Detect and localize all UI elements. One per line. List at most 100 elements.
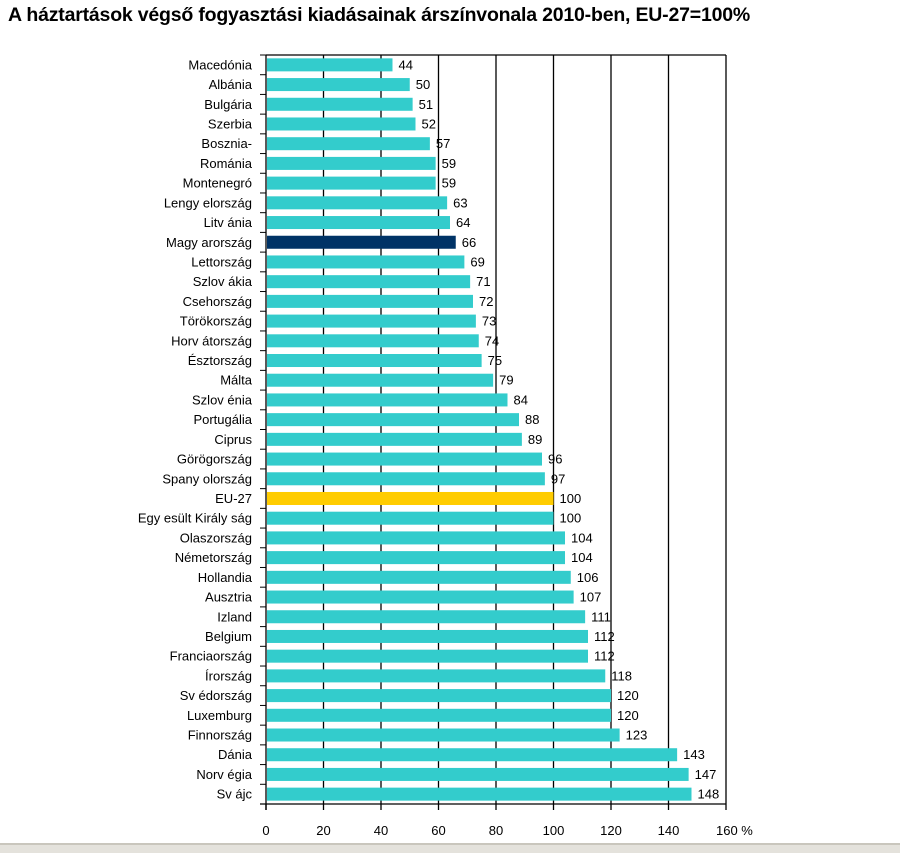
x-tick-label: 20 bbox=[316, 823, 330, 838]
value-label: 100 bbox=[560, 511, 582, 526]
category-label: Luxemburg bbox=[187, 708, 252, 723]
category-label: Szerbia bbox=[208, 116, 253, 131]
x-tick-label: 100 bbox=[543, 823, 565, 838]
bar bbox=[267, 176, 436, 190]
category-label: Törökország bbox=[180, 314, 252, 329]
bar bbox=[267, 216, 450, 230]
value-label: 120 bbox=[617, 688, 639, 703]
category-label: Norv égia bbox=[196, 767, 252, 782]
x-tick-label: 80 bbox=[489, 823, 503, 838]
x-tick-label: 60 bbox=[431, 823, 445, 838]
bar bbox=[267, 235, 456, 249]
bar bbox=[267, 413, 519, 427]
value-label: 44 bbox=[399, 57, 413, 72]
bar bbox=[267, 354, 482, 368]
bar bbox=[267, 294, 473, 308]
category-label: Szlov énia bbox=[192, 392, 253, 407]
category-label: Spany olország bbox=[162, 471, 252, 486]
bar bbox=[267, 97, 413, 111]
bar bbox=[267, 551, 565, 565]
value-label: 75 bbox=[488, 353, 502, 368]
bar bbox=[267, 255, 465, 269]
category-label: EU-27 bbox=[215, 491, 252, 506]
bar bbox=[267, 511, 554, 525]
category-label: Egy esült Király ság bbox=[138, 511, 252, 526]
value-label: 66 bbox=[462, 235, 476, 250]
value-label: 111 bbox=[591, 609, 611, 624]
value-label: 51 bbox=[419, 97, 433, 112]
x-tick-label: 120 bbox=[600, 823, 622, 838]
bar bbox=[267, 531, 565, 545]
category-label: Portugália bbox=[193, 412, 252, 427]
bar bbox=[267, 590, 574, 604]
x-tick-label: 160 % bbox=[716, 823, 753, 838]
category-label: Németország bbox=[175, 550, 252, 565]
bar bbox=[267, 393, 508, 407]
category-label: Macedónia bbox=[188, 57, 252, 72]
x-axis-ticks: 0 20 40 60 80 100 120 140 160 % bbox=[262, 804, 753, 838]
bar bbox=[267, 669, 606, 683]
category-label: Málta bbox=[220, 373, 253, 388]
bar bbox=[267, 610, 586, 624]
bar bbox=[267, 748, 678, 762]
category-label: Szlov ákia bbox=[193, 274, 253, 289]
value-label: 63 bbox=[453, 195, 467, 210]
value-label: 148 bbox=[698, 787, 720, 802]
bar bbox=[267, 373, 494, 387]
bars bbox=[267, 58, 692, 801]
bar bbox=[267, 432, 522, 446]
category-label: Bulgária bbox=[204, 97, 252, 112]
category-label: Montenegró bbox=[183, 176, 252, 191]
value-label: 73 bbox=[482, 314, 496, 329]
value-label: 74 bbox=[485, 333, 499, 348]
bar bbox=[267, 137, 430, 151]
bar bbox=[267, 708, 611, 722]
x-tick-label: 140 bbox=[658, 823, 680, 838]
category-labels: Macedónia Albánia Bulgária Szerbia Bosznia- R… bbox=[138, 57, 253, 801]
bar bbox=[267, 117, 416, 131]
value-label: 89 bbox=[528, 432, 542, 447]
value-label: 143 bbox=[683, 747, 705, 762]
category-label: Lengy elország bbox=[164, 195, 252, 210]
value-label: 107 bbox=[580, 590, 602, 605]
bar bbox=[267, 767, 689, 781]
value-label: 50 bbox=[416, 77, 430, 92]
category-label: Horv átország bbox=[171, 333, 252, 348]
bar bbox=[267, 334, 479, 348]
chart-title: A háztartások végső fogyasztási kiadásai… bbox=[8, 4, 751, 26]
category-label: Sv ájc bbox=[217, 787, 253, 802]
category-label: Belgium bbox=[205, 629, 252, 644]
bar bbox=[267, 314, 476, 328]
x-tick-label: 0 bbox=[262, 823, 269, 838]
value-label: 106 bbox=[577, 570, 599, 585]
value-label: 96 bbox=[548, 452, 562, 467]
value-label: 72 bbox=[479, 294, 493, 309]
category-label: Ausztria bbox=[205, 590, 253, 605]
value-label: 88 bbox=[525, 412, 539, 427]
value-label: 84 bbox=[514, 392, 528, 407]
category-label: Hollandia bbox=[198, 570, 253, 585]
category-label: Albánia bbox=[209, 77, 253, 92]
x-tick-label: 40 bbox=[374, 823, 388, 838]
value-label: 123 bbox=[626, 728, 648, 743]
value-label: 59 bbox=[442, 156, 456, 171]
category-label: Izland bbox=[217, 609, 252, 624]
category-label: Litv ánia bbox=[204, 215, 253, 230]
category-label: Írország bbox=[205, 668, 252, 683]
value-label: 79 bbox=[499, 373, 513, 388]
value-label: 57 bbox=[436, 136, 450, 151]
category-label: Magy arország bbox=[166, 235, 252, 250]
bar bbox=[267, 787, 692, 801]
category-label: Lettország bbox=[191, 254, 252, 269]
bottom-border bbox=[0, 843, 900, 853]
bar bbox=[267, 58, 393, 72]
value-label: 118 bbox=[611, 668, 632, 683]
bar bbox=[267, 156, 436, 170]
value-label: 69 bbox=[470, 254, 484, 269]
category-label: Észtország bbox=[188, 353, 252, 368]
category-label: Olaszország bbox=[180, 530, 252, 545]
category-label: Csehország bbox=[183, 294, 252, 309]
category-label: Finnország bbox=[188, 728, 252, 743]
